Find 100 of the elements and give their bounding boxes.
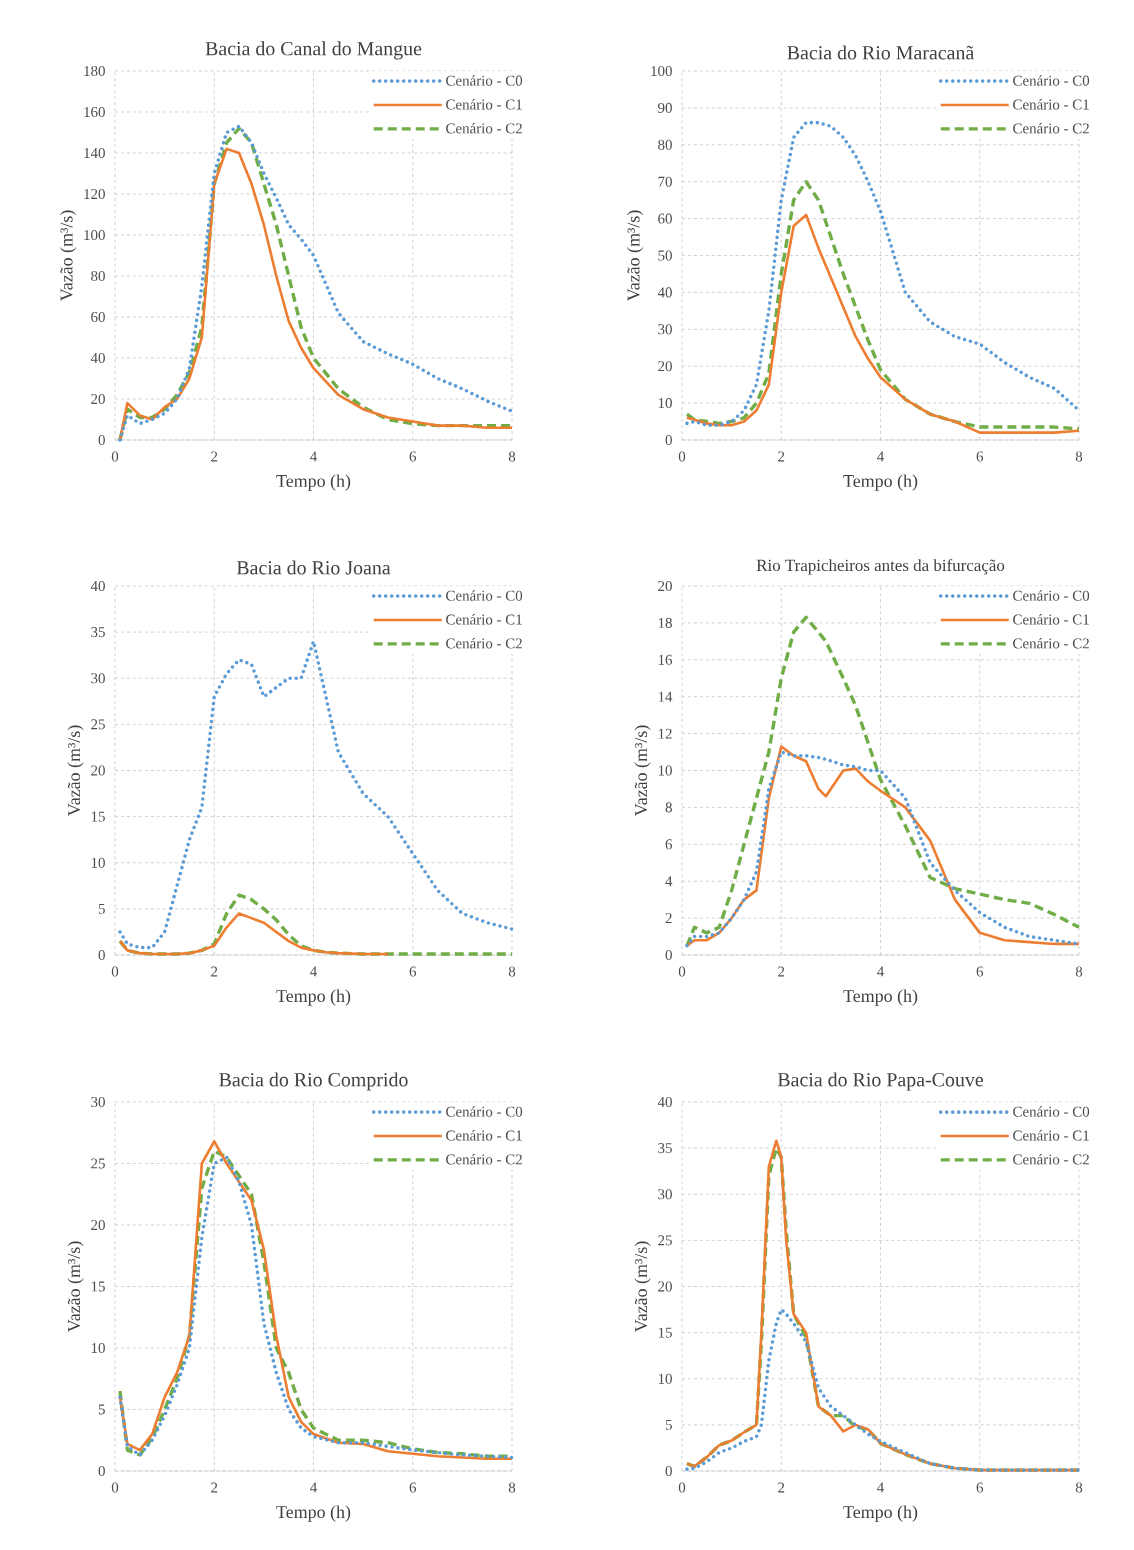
y-tick-label: 40	[90, 352, 105, 364]
chart-title: Bacia do Rio Joana	[236, 560, 391, 575]
y-tick-label: 25	[658, 1235, 672, 1246]
x-tick-label: 4	[877, 1482, 885, 1493]
y-tick-label: 12	[658, 728, 672, 739]
legend-label: Cenário - C1	[446, 99, 522, 110]
x-tick-label: 8	[508, 451, 516, 462]
x-tick-label: 8	[1075, 451, 1083, 462]
x-tick-label: 2	[211, 1482, 218, 1493]
y-tick-label: 80	[658, 139, 672, 150]
y-tick-label: 30	[91, 673, 105, 684]
legend-label: Cenário - C2	[446, 122, 522, 134]
y-tick-label: 5	[665, 1419, 672, 1430]
y-tick-label: 70	[658, 176, 672, 187]
legend-label: Cenário - C1	[446, 1130, 522, 1141]
y-tick-label: 0	[98, 949, 105, 961]
x-tick-label: 4	[877, 966, 885, 977]
legend-label: Cenário - C1	[1013, 614, 1089, 625]
y-tick-label: 18	[658, 617, 672, 628]
chart-title: Rio Trapicheiros antes da bifurcação	[756, 558, 1005, 575]
y-axis-title: Vazão (m³/s)	[634, 1241, 651, 1333]
y-tick-label: 15	[91, 1281, 105, 1292]
x-tick-label: 8	[508, 966, 516, 977]
chart-title: Bacia do Rio Maracanã	[787, 45, 975, 60]
y-tick-label: 14	[658, 691, 673, 702]
x-axis-title: Tempo (h)	[843, 1505, 918, 1522]
y-tick-label: 30	[91, 1096, 105, 1108]
legend-label: Cenário - C2	[446, 637, 522, 649]
y-axis-title: Vazão (m³/s)	[59, 210, 77, 302]
x-tick-label: 8	[1075, 966, 1083, 977]
x-axis-title: Tempo (h)	[276, 989, 351, 1006]
x-tick-label: 8	[1075, 1482, 1083, 1493]
y-tick-label: 60	[658, 213, 672, 224]
y-tick-label: 30	[658, 324, 672, 335]
y-axis-title: Vazão (m³/s)	[67, 725, 84, 817]
y-tick-label: 8	[665, 802, 672, 813]
y-tick-label: 25	[91, 719, 105, 730]
legend-label: Cenário - C2	[1013, 122, 1089, 134]
y-tick-label: 40	[657, 1096, 672, 1108]
x-tick-label: 0	[678, 1482, 686, 1493]
y-tick-label: 15	[658, 1327, 672, 1338]
y-tick-label: 10	[91, 1342, 105, 1354]
x-axis-title: Tempo (h)	[843, 474, 918, 491]
y-tick-label: 35	[91, 627, 105, 638]
y-tick-label: 100	[651, 65, 672, 77]
y-tick-label: 80	[91, 270, 105, 282]
chart-title: Bacia do Canal do Mangue	[205, 41, 422, 60]
x-tick-label: 2	[778, 1482, 785, 1493]
y-tick-label: 30	[658, 1189, 672, 1200]
legend-label: Cenário - C0	[1013, 75, 1090, 86]
legend-label: Cenário - C0	[446, 1106, 523, 1117]
x-tick-label: 0	[678, 966, 686, 977]
x-tick-label: 2	[211, 451, 218, 462]
x-tick-label: 0	[111, 1482, 119, 1493]
y-tick-label: 2	[665, 913, 672, 924]
x-axis-title: Tempo (h)	[276, 1505, 351, 1522]
x-tick-label: 6	[976, 451, 984, 462]
y-axis-title: Vazão (m³/s)	[634, 725, 651, 817]
y-tick-label: 15	[91, 811, 105, 822]
y-tick-label: 0	[98, 1465, 105, 1477]
y-tick-label: 5	[98, 1404, 105, 1415]
y-tick-label: 180	[84, 65, 105, 77]
x-axis-title: Tempo (h)	[843, 989, 918, 1006]
legend-label: Cenário - C2	[1013, 637, 1089, 649]
legend-label: Cenário - C0	[1013, 1106, 1090, 1117]
y-tick-label: 120	[84, 188, 105, 200]
y-axis-title: Vazão (m³/s)	[626, 210, 644, 302]
x-tick-label: 4	[310, 1482, 317, 1493]
x-tick-label: 2	[211, 966, 218, 977]
y-tick-label: 20	[91, 1219, 105, 1231]
x-tick-label: 6	[409, 451, 417, 462]
chart-title: Bacia do Rio Papa-Couve	[777, 1072, 984, 1091]
y-axis-title: Vazão (m³/s)	[67, 1241, 84, 1333]
x-tick-label: 0	[678, 451, 686, 462]
x-tick-label: 0	[111, 451, 119, 462]
legend-label: Cenário - C1	[1013, 99, 1089, 110]
y-tick-label: 10	[658, 1373, 672, 1384]
y-tick-label: 40	[657, 287, 672, 298]
legend-label: Cenário - C1	[1013, 1130, 1089, 1141]
x-tick-label: 4	[310, 966, 317, 977]
chart-title: Bacia do Rio Comprido	[219, 1072, 408, 1091]
y-tick-label: 20	[658, 361, 672, 372]
y-tick-label: 60	[91, 311, 105, 323]
y-tick-label: 10	[658, 398, 672, 409]
y-tick-label: 20	[658, 1281, 672, 1292]
x-tick-label: 6	[976, 1482, 984, 1493]
x-tick-label: 2	[778, 966, 785, 977]
y-tick-label: 20	[91, 765, 105, 776]
y-tick-label: 10	[91, 857, 105, 868]
legend-label: Cenário - C2	[1013, 1153, 1089, 1165]
y-tick-label: 140	[84, 147, 105, 159]
y-tick-label: 100	[84, 229, 105, 241]
x-tick-label: 8	[508, 1482, 516, 1493]
y-tick-label: 20	[658, 580, 672, 592]
legend-label: Cenário - C0	[446, 75, 523, 86]
x-tick-label: 6	[409, 966, 417, 977]
y-tick-label: 160	[84, 106, 105, 118]
y-tick-label: 90	[658, 102, 672, 113]
x-tick-label: 4	[310, 451, 317, 462]
x-tick-label: 6	[976, 966, 984, 977]
